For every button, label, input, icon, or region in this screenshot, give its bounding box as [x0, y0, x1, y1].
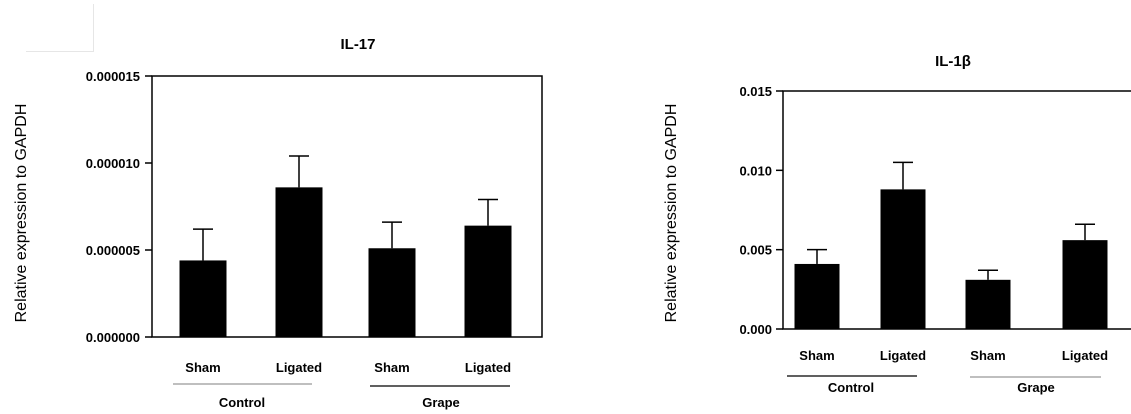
category-label: Sham: [970, 348, 1005, 363]
corner-frame: [26, 4, 94, 52]
category-label: Sham: [185, 360, 220, 375]
y-tick-label: 0.010: [739, 163, 772, 178]
category-label: Sham: [374, 360, 409, 375]
bar: [880, 189, 926, 329]
y-axis-label: Relative expression to GAPDH: [663, 104, 680, 323]
bar: [1062, 240, 1108, 329]
y-axis-label: Relative expression to GAPDH: [13, 104, 30, 323]
group-label: Grape: [422, 395, 460, 410]
bar: [179, 260, 227, 337]
category-label: Sham: [799, 348, 834, 363]
group-label: Control: [828, 380, 874, 395]
y-tick-label: 0.000000: [86, 330, 140, 345]
group-label: Grape: [1017, 380, 1055, 395]
y-tick-label: 0.000010: [86, 156, 140, 171]
group-label: Control: [219, 395, 265, 410]
bar: [965, 279, 1011, 329]
category-label: Ligated: [276, 360, 322, 375]
category-label: Ligated: [880, 348, 926, 363]
bar: [794, 263, 840, 329]
y-tick-label: 0.015: [739, 84, 772, 99]
il1b-chart: IL-1β Relative expression to GAPDH Sham L…: [663, 53, 1131, 395]
category-label: Ligated: [465, 360, 511, 375]
y-tick-label: 0.000015: [86, 69, 140, 84]
y-tick-label: 0.000: [739, 322, 772, 337]
y-tick-label: 0.005: [739, 243, 772, 258]
chart-title: IL-17: [340, 36, 375, 53]
bar: [464, 225, 512, 337]
y-tick-label: 0.000005: [86, 243, 140, 258]
il17-chart: IL-17 Relative expression to GAPDH Sham L…: [13, 36, 543, 410]
bar: [275, 187, 323, 337]
category-label: Ligated: [1062, 348, 1108, 363]
plot-frame: [151, 75, 543, 338]
bar: [368, 248, 416, 337]
chart-title: IL-1β: [935, 53, 971, 70]
